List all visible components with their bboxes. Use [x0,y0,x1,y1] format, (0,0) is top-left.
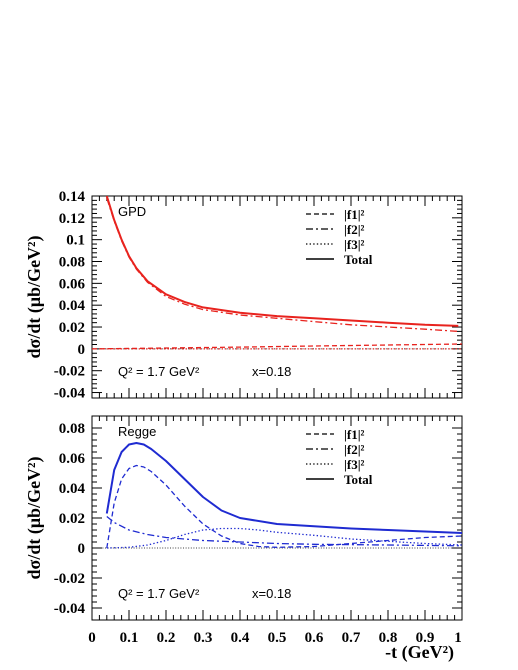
y-tick-label: -0.02 [54,364,85,380]
series-line-solid [105,442,462,534]
x-tick-label: 0.9 [416,630,435,646]
series-line-dotted [106,527,462,549]
gpd-panel: -0.04 -0.02 0 0.02 0.04 0.06 0.08 0.1 0.12 0.14 GP… [24,189,463,402]
x-tick-label: 0.6 [305,630,324,646]
regge-panel: -0.04 -0.02 0 0.02 0.04 0.06 0.08 Regge Q² = 1.7… [24,415,463,621]
x-axis-label: -t (GeV²) [385,642,454,663]
x-tick-label: 0.8 [379,630,398,646]
x-tick-label: 0.5 [268,630,287,646]
y-tick-label: 0.02 [59,511,85,527]
series-group [105,442,462,549]
panel-label: Regge [118,424,156,439]
x-tick-label: 0.3 [194,630,213,646]
series-group [92,196,462,350]
y-tick-label: 0.08 [59,421,85,437]
x-tick-label: 0.1 [120,630,139,646]
y-tick-label: 0.04 [59,481,86,497]
x-annotation: x=0.18 [252,364,291,379]
x-tick-label: 1 [454,630,462,646]
y-tick-label: 0.12 [59,211,85,227]
legend-entry: |f3|² [344,237,365,252]
series-line-dashed [106,464,462,549]
y-tick-label: 0.14 [59,189,86,205]
x-axis: 0 0.1 0.2 0.3 0.4 0.5 0.6 0.7 0.8 0.9 1-t (GeV²) [88,630,462,663]
legend-entry: |f2|² [344,442,365,457]
series-line-dashdot [106,198,459,333]
y-tick-label: 0.02 [59,320,85,336]
x-tick-label: 0.2 [157,630,176,646]
series-line-dashed [92,343,462,350]
y-axis-label: dσ/dt (μb/GeV²) [24,236,45,359]
x-tick-label: 0.7 [342,630,361,646]
y-tick-label: 0.04 [59,298,86,314]
q2-annotation: Q² = 1.7 GeV² [118,364,200,379]
y-tick-label: -0.02 [54,571,85,587]
legend-entry: |f1|² [344,207,365,222]
series-line-solid [105,196,459,327]
legend-entry: Total [344,472,373,487]
y-tick-label: -0.04 [54,386,86,402]
x-tick-label: 0.4 [231,630,250,646]
y-tick-label: 0.06 [59,451,86,467]
x-tick-label: 0 [88,630,96,646]
y-tick-label: 0.08 [59,255,85,271]
panel-label: GPD [118,204,146,219]
y-tick-label: -0.04 [54,601,86,617]
legend-entry: |f2|² [344,222,365,237]
y-tick-label: 0 [78,541,86,557]
y-tick-label: 0.1 [66,233,85,249]
y-tick-label: 0 [78,342,86,358]
y-axis-label: dσ/dt (μb/GeV²) [24,457,45,580]
q2-annotation: Q² = 1.7 GeV² [118,586,200,601]
legend-entry: Total [344,252,373,267]
legend-entry: |f3|² [344,457,365,472]
legend-entry: |f1|² [344,427,365,442]
series-line-dashdot [106,515,462,547]
y-tick-label: 0.06 [59,276,86,292]
x-annotation: x=0.18 [252,586,291,601]
